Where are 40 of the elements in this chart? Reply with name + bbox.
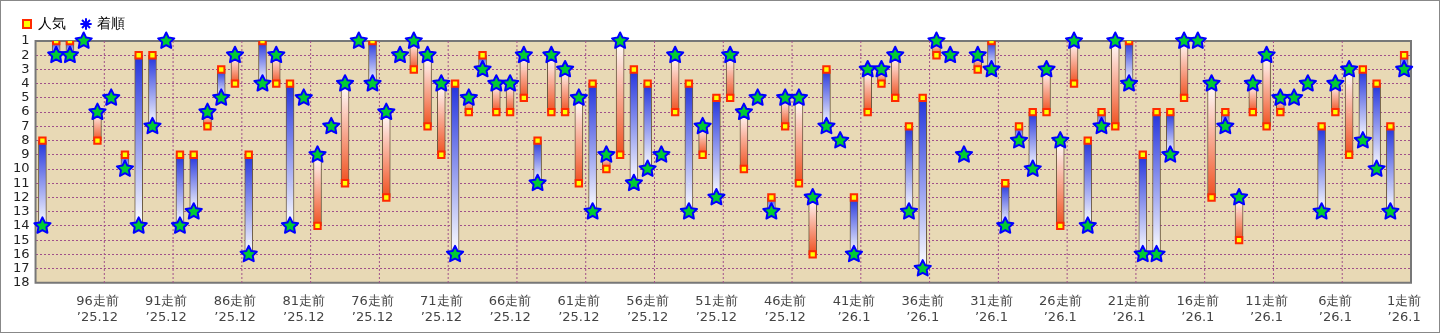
y-tick-label: 5 <box>21 89 30 105</box>
y-tick-label: 6 <box>21 103 30 119</box>
x-tick-label: 51走前 ’25.12 <box>695 292 738 324</box>
y-tick-label: 9 <box>21 146 30 162</box>
x-tick-label: 31走前 ’26.1 <box>970 292 1013 324</box>
x-tick-label: 56走前 ’25.12 <box>626 292 669 324</box>
y-tick-label: 4 <box>21 75 30 91</box>
x-tick-label: 91走前 ’25.12 <box>144 292 188 324</box>
x-tick-label: 6走前 ’26.1 <box>1318 292 1353 324</box>
legend-label: 着順 <box>97 14 125 31</box>
y-tick-label: 8 <box>21 131 30 147</box>
x-tick-label: 81走前 ’25.12 <box>282 292 326 324</box>
y-tick-label: 12 <box>13 188 30 204</box>
legend-label: 人気 <box>38 14 66 31</box>
y-tick-label: 15 <box>13 231 30 247</box>
y-tick-label: 7 <box>21 117 30 133</box>
y-tick-label: 17 <box>13 259 30 275</box>
y-tick-label: 13 <box>13 203 30 219</box>
x-tick-label: 1走前 ’26.1 <box>1386 292 1422 324</box>
y-tick-label: 1 <box>21 32 30 48</box>
x-tick-label: 41走前 ’26.1 <box>832 292 876 324</box>
x-tick-label: 71走前 ’25.12 <box>420 292 463 324</box>
x-tick-label: 96走前 ’25.12 <box>76 292 119 324</box>
x-tick-label: 26走前 ’26.1 <box>1038 292 1082 324</box>
y-tick-label: 2 <box>21 46 30 62</box>
y-tick-label: 11 <box>13 174 30 190</box>
y-tick-label: 16 <box>13 245 30 261</box>
x-tick-label: 16走前 ’26.1 <box>1176 292 1220 324</box>
x-tick-label: 61走前 ’25.12 <box>557 292 601 324</box>
x-tick-label: 66走前 ’25.12 <box>488 292 532 324</box>
y-tick-label: 10 <box>13 160 30 176</box>
y-tick-label: 14 <box>13 217 30 233</box>
y-tick-label: 3 <box>21 60 30 76</box>
x-tick-label: 86走前 ’25.12 <box>213 292 257 324</box>
x-tick-label: 76走前 ’25.12 <box>351 292 394 324</box>
x-tick-label: 21走前 ’26.1 <box>1107 292 1151 324</box>
y-tick-label: 18 <box>13 274 30 290</box>
x-tick-label: 46走前 ’25.12 <box>763 292 807 324</box>
x-tick-label: 11走前 ’26.1 <box>1245 292 1288 324</box>
x-tick-label: 36走前 ’26.1 <box>901 292 944 324</box>
